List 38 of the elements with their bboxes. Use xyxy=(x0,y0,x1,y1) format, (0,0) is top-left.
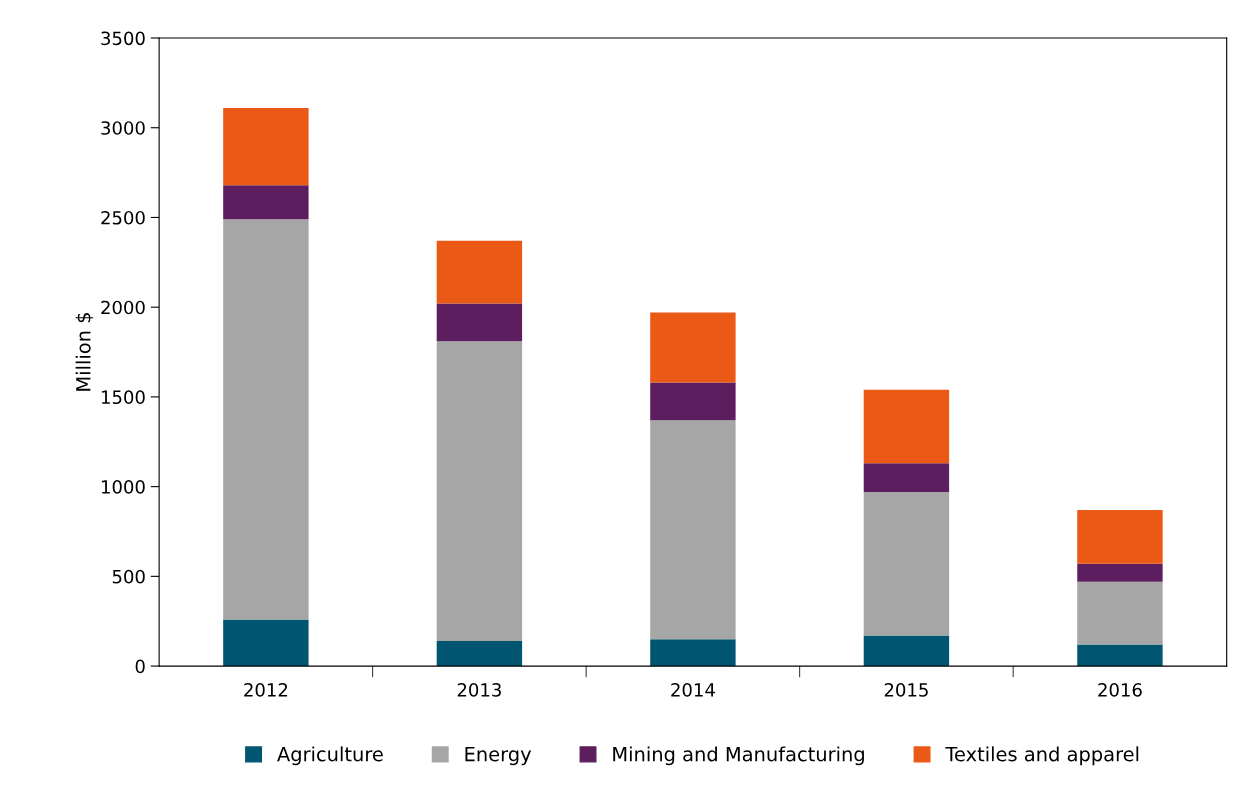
bar xyxy=(1077,581,1163,645)
bar xyxy=(1077,644,1163,667)
legend-label: Energy xyxy=(465,746,532,766)
y-tick-label: 500 xyxy=(112,569,145,584)
bar xyxy=(863,463,950,493)
legend-label: Textiles and apparel xyxy=(945,746,1139,766)
y-tick-label: 2000 xyxy=(101,300,145,315)
y-tick-label: 3500 xyxy=(101,31,145,46)
bar xyxy=(650,382,736,421)
bar xyxy=(863,389,950,464)
x-tick-label: 2014 xyxy=(671,683,715,697)
bar xyxy=(436,640,523,667)
bar xyxy=(650,639,736,667)
bar xyxy=(436,240,523,304)
x-tick-label: 2013 xyxy=(457,683,501,697)
bar xyxy=(1077,563,1163,582)
bar xyxy=(1077,509,1163,564)
y-tick-label: 2500 xyxy=(101,210,145,225)
bar xyxy=(223,219,309,620)
y-tick-label: 3000 xyxy=(101,121,145,135)
legend-label: Agriculture xyxy=(277,746,383,766)
x-tick-label: 2015 xyxy=(884,683,928,697)
y-tick-label: 0 xyxy=(135,659,145,674)
bar xyxy=(650,420,736,640)
bar xyxy=(223,108,309,186)
legend-label: Mining and Manufacturing xyxy=(613,746,864,766)
x-tick-label: 2012 xyxy=(244,683,288,697)
bar xyxy=(863,635,950,667)
bar xyxy=(223,185,309,220)
bar xyxy=(650,312,736,383)
y-tick-label: 1000 xyxy=(101,480,145,494)
bar xyxy=(436,341,523,641)
y-axis-title: Million $ xyxy=(75,313,94,391)
x-tick-label: 2016 xyxy=(1098,683,1142,697)
bar xyxy=(436,303,523,342)
bar xyxy=(223,619,309,667)
y-tick-label: 1500 xyxy=(101,390,145,405)
bar xyxy=(863,492,950,636)
